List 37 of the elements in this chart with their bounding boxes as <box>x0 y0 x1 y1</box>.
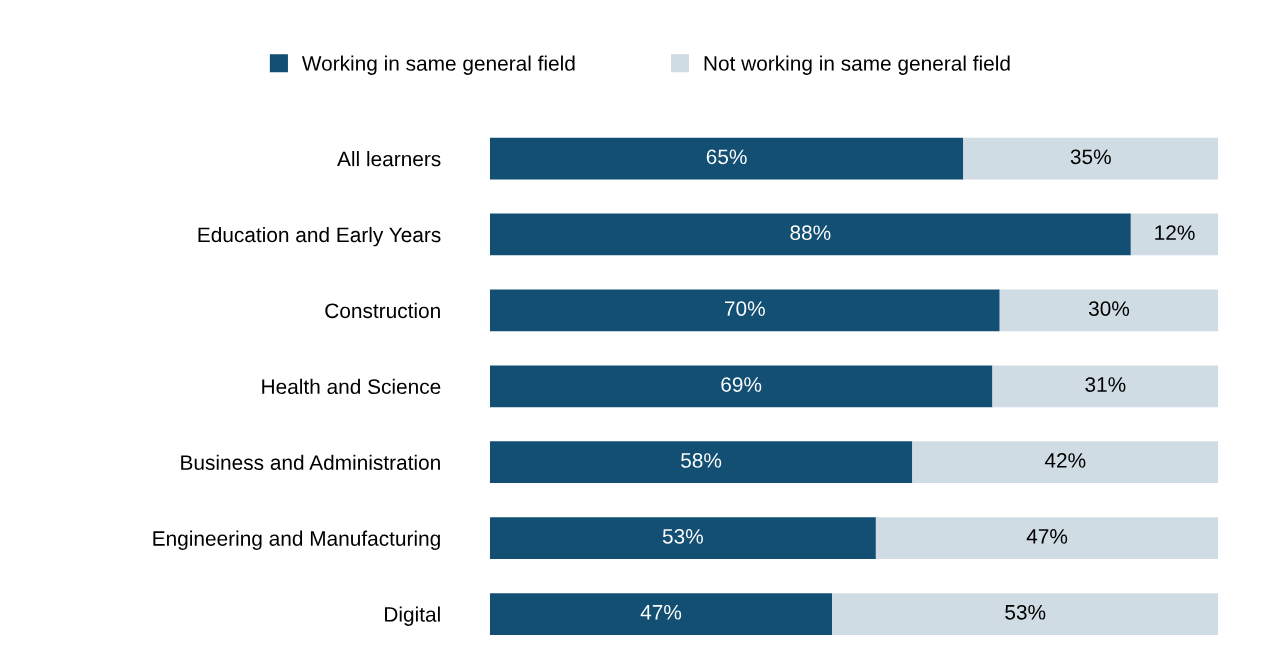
bar <box>875 517 1219 560</box>
bar <box>489 593 833 635</box>
bar <box>999 289 1219 332</box>
y-tick-label: Business and Administration <box>181 454 440 470</box>
bar <box>489 441 913 484</box>
legend-label: Working in same general field <box>301 55 575 75</box>
y-tick-label: Health and Science <box>262 378 441 395</box>
data-label: 35% <box>1070 149 1111 165</box>
y-tick-label: Digital <box>385 606 440 626</box>
data-label: 58% <box>681 453 722 468</box>
legend-label: Not working in same general field <box>704 55 1010 75</box>
data-label: 30% <box>1088 301 1130 316</box>
y-tick-label: All learners <box>337 151 441 167</box>
y-tick-label: Education and Early Years <box>198 226 441 247</box>
bar <box>832 593 1219 635</box>
bar <box>489 365 993 408</box>
bar <box>489 517 876 560</box>
data-label: 53% <box>662 528 703 544</box>
data-label: 69% <box>721 377 762 392</box>
data-label: 42% <box>1044 453 1086 468</box>
bar <box>1130 213 1219 256</box>
data-label: 12% <box>1155 225 1195 240</box>
bar <box>489 213 1131 256</box>
data-label: 88% <box>790 225 831 241</box>
bar <box>489 289 1000 332</box>
data-label: 53% <box>1005 604 1046 620</box>
bar <box>489 137 964 180</box>
data-label: 70% <box>725 301 765 316</box>
data-label: 47% <box>640 604 682 620</box>
data-label: 47% <box>1026 529 1068 544</box>
bar <box>992 365 1219 408</box>
y-tick-label: Engineering and Manufacturing <box>153 530 440 550</box>
bar <box>912 441 1219 484</box>
y-tick-label: Construction <box>325 302 440 319</box>
data-label: 65% <box>706 149 747 165</box>
bar <box>963 137 1219 180</box>
data-label: 31% <box>1085 377 1126 392</box>
